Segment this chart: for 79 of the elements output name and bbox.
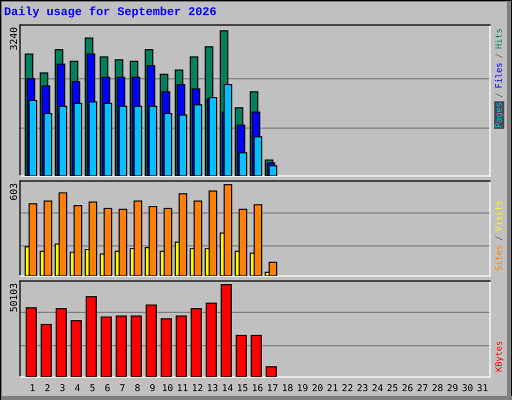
text: / <box>495 93 502 98</box>
x-tick-label: 25 <box>388 384 398 392</box>
bar <box>254 204 262 276</box>
x-tick-label: 5 <box>90 384 95 392</box>
bar <box>74 205 82 276</box>
x-tick-label: 26 <box>402 384 413 392</box>
text: Sites <box>495 246 502 270</box>
text: 3240 <box>10 28 18 50</box>
x-tick-label: 20 <box>312 384 323 392</box>
bar <box>86 296 97 377</box>
x-tick-label: 1 <box>30 384 35 392</box>
bar <box>58 192 68 276</box>
text: KBytes <box>495 342 504 372</box>
x-tick-label: 4 <box>75 384 80 392</box>
text: Files <box>495 63 502 88</box>
bar <box>238 208 248 276</box>
x-tick-label: 7 <box>120 384 125 392</box>
x-tick-label: 28 <box>432 384 443 392</box>
bar <box>116 316 127 377</box>
bar <box>190 308 202 377</box>
x-tick-label: 2 <box>45 384 50 392</box>
text: Visits <box>495 201 502 232</box>
x-tick-label: 24 <box>372 384 383 392</box>
bar <box>268 262 278 276</box>
x-tick-label: 22 <box>342 384 352 392</box>
bar <box>56 308 67 377</box>
bar <box>28 203 38 276</box>
bar <box>176 316 187 377</box>
bar <box>130 316 142 377</box>
bar <box>88 201 98 276</box>
bar <box>220 284 232 377</box>
x-tick-label: 6 <box>105 384 110 392</box>
x-tick-label: 14 <box>222 384 233 392</box>
chart-title: Daily usage for September 2026 <box>4 6 216 18</box>
x-tick-label: 30 <box>462 384 473 392</box>
x-tick-label: 15 <box>238 384 248 392</box>
bar <box>104 208 112 276</box>
bar <box>70 320 82 377</box>
x-tick-label: 29 <box>448 384 458 392</box>
bar <box>206 302 217 377</box>
x-tick-label: 13 <box>208 384 218 392</box>
x-tick-label: 3 <box>60 384 65 392</box>
x-tick-label: 18 <box>282 384 293 392</box>
bar <box>148 206 158 276</box>
bar <box>250 334 262 377</box>
x-tick-label: 17 <box>268 384 278 392</box>
bar <box>44 200 52 276</box>
text: / <box>495 54 502 58</box>
x-tick-label: 10 <box>162 384 173 392</box>
text: Pages <box>495 102 504 128</box>
x-tick-label: 12 <box>192 384 202 392</box>
bar <box>268 165 278 176</box>
text: / <box>495 236 502 240</box>
bar <box>118 208 128 276</box>
bar <box>146 304 157 377</box>
text: 603 <box>10 184 18 200</box>
bar <box>208 190 218 276</box>
x-tick-label: 19 <box>298 384 308 392</box>
bar <box>100 316 112 377</box>
x-tick-label: 21 <box>328 384 338 392</box>
bar <box>236 334 247 377</box>
x-tick-label: 27 <box>418 384 428 392</box>
x-tick-label: 31 <box>477 384 488 392</box>
bar <box>224 184 232 276</box>
bar <box>134 200 142 276</box>
x-tick-label: 11 <box>178 384 188 392</box>
bar <box>178 193 188 276</box>
bar <box>160 318 172 377</box>
x-tick-label: 9 <box>150 384 155 392</box>
x-tick-label: 16 <box>252 384 263 392</box>
x-tick-label: 23 <box>358 384 368 392</box>
bar <box>266 366 277 377</box>
bar <box>40 324 52 377</box>
x-tick-label: 8 <box>135 384 140 392</box>
bar <box>194 200 202 276</box>
text: Hits <box>495 29 502 48</box>
bar <box>26 307 37 377</box>
text: 50103 <box>10 284 18 312</box>
bar <box>164 208 172 276</box>
